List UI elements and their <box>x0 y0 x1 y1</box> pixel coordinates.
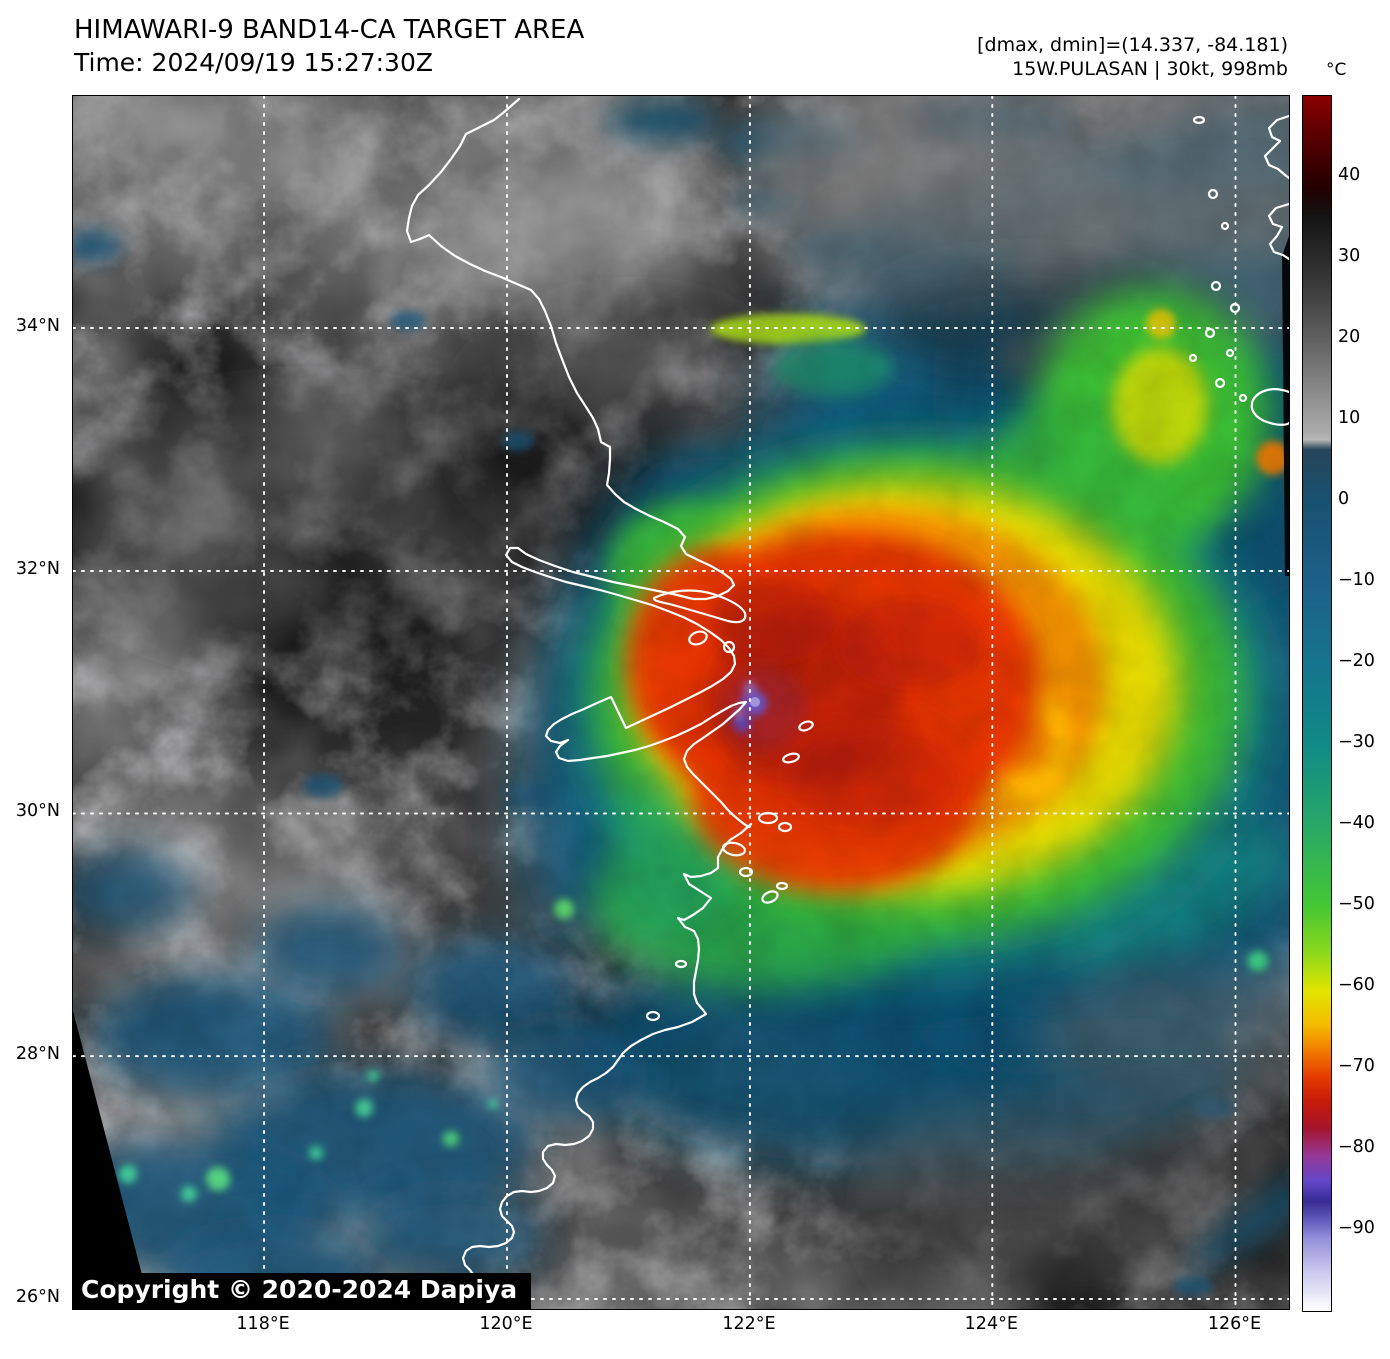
island <box>1192 115 1206 125</box>
title-block: HIMAWARI-9 BAND14-CA TARGET AREA Time: 2… <box>74 14 584 78</box>
colorbar-tick: −30 <box>1338 731 1375 752</box>
island <box>798 720 814 732</box>
island <box>1210 280 1222 292</box>
island <box>1188 353 1198 363</box>
info-block: [dmax, dmin]=(14.337, -84.181) 15W.PULAS… <box>977 33 1288 81</box>
chongming-island <box>652 589 747 624</box>
dmax-dmin-readout: [dmax, dmin]=(14.337, -84.181) <box>977 34 1288 56</box>
korea-coast-fragment <box>1263 114 1289 180</box>
colorbar-tick: −10 <box>1338 570 1375 590</box>
lat-tick-label: 30°N <box>15 801 60 822</box>
colorbar-tick: 30 <box>1338 245 1361 266</box>
longitude-axis: 118°E 120°E 122°E 124°E 126°E <box>72 1314 1288 1344</box>
page-title: HIMAWARI-9 BAND14-CA TARGET AREA <box>74 15 585 45</box>
island <box>1225 348 1235 358</box>
colorbar-tick: −20 <box>1338 651 1375 672</box>
island <box>1204 327 1216 339</box>
colorbar-tick: 0 <box>1338 488 1350 509</box>
storm-status: 15W.PULASAN | 30kt, 998mb <box>1012 58 1288 80</box>
colorbar-tick: −70 <box>1338 1056 1375 1076</box>
colorbar-tick: −80 <box>1338 1137 1375 1158</box>
lon-tick-label: 118°E <box>236 1314 290 1334</box>
no-data-wedges <box>73 236 1289 1309</box>
korea-coast-fragment <box>1267 202 1289 261</box>
china-coast-north <box>405 97 736 587</box>
island <box>722 841 746 857</box>
colorbar-tick: −50 <box>1338 894 1375 915</box>
gridlines <box>73 96 1289 1309</box>
island <box>738 866 754 878</box>
yangtze-estuary-and-hangzhou-bay <box>504 546 737 745</box>
hangzhou-bay-south-shore <box>554 700 753 829</box>
island <box>674 959 688 969</box>
island <box>645 1010 661 1022</box>
island <box>1220 221 1230 231</box>
island <box>777 821 793 833</box>
lon-tick-label: 124°E <box>964 1314 1018 1334</box>
temperature-colorbar <box>1302 95 1332 1312</box>
satellite-map: Copyright © 2020-2024 Dapiya <box>72 95 1290 1310</box>
colorbar-tick: −90 <box>1338 1217 1375 1238</box>
lat-tick-label: 32°N <box>15 559 60 579</box>
colorbar-tick-labels: 40 30 20 10 0 −10 −20 −30 −40 −50 −60 −70 −80 −90 <box>1338 95 1390 1310</box>
latitude-axis: 34°N 32°N 30°N 28°N 26°N <box>0 95 66 1308</box>
island <box>782 752 800 764</box>
colorbar-tick: 20 <box>1338 327 1361 347</box>
colorbar-tick: 10 <box>1338 408 1361 429</box>
coastlines <box>401 97 1289 1309</box>
lat-tick-label: 28°N <box>15 1044 60 1065</box>
colorbar-unit-label: °C <box>1326 60 1347 80</box>
colorbar-tick: −40 <box>1338 813 1375 833</box>
jeju-island <box>1250 388 1289 426</box>
island <box>761 890 779 904</box>
colorbar-tick: 40 <box>1338 165 1361 186</box>
lon-tick-label: 120°E <box>479 1314 533 1334</box>
island <box>1238 393 1248 403</box>
colorbar-tick: −60 <box>1338 974 1375 995</box>
lat-tick-label: 26°N <box>15 1287 60 1308</box>
island <box>722 640 736 654</box>
island <box>775 881 789 891</box>
island <box>688 630 708 646</box>
lon-tick-label: 126°E <box>1207 1314 1262 1334</box>
lat-tick-label: 34°N <box>15 316 60 337</box>
satellite-imagery <box>73 96 1289 1309</box>
copyright-badge: Copyright © 2020-2024 Dapiya <box>73 1273 532 1309</box>
lon-tick-label: 122°E <box>722 1314 776 1334</box>
zhejiang-fujian-coast <box>401 822 753 1309</box>
island <box>1207 188 1219 200</box>
timestamp: Time: 2024/09/19 15:27:30Z <box>74 47 433 77</box>
island <box>1214 377 1226 389</box>
